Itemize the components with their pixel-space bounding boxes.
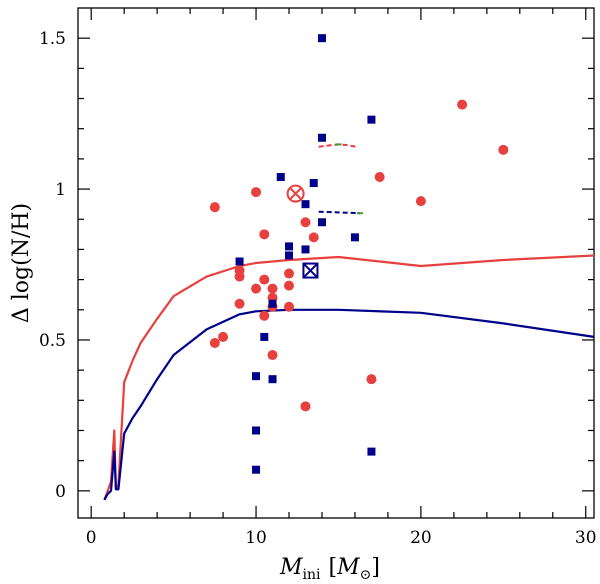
blue-square-point: [317, 133, 326, 142]
blue-square-point: [268, 299, 277, 308]
y-tick-label: 0: [55, 482, 66, 502]
axis-ticks: [78, 8, 594, 518]
x-axis-label-subscript: ini: [303, 567, 321, 583]
blue-square-point: [252, 465, 261, 474]
blue-square-point: [301, 245, 310, 254]
red-circle-point: [415, 196, 426, 207]
red-circle-point: [209, 202, 220, 213]
red-track-curve: [103, 254, 595, 501]
x-tick-label: 10: [245, 528, 267, 548]
red-circle-point: [259, 229, 270, 240]
red-circle-point: [300, 217, 311, 228]
red-circle-point: [259, 310, 270, 321]
x-axis-label: Mini [M⊙]: [279, 555, 380, 583]
x-axis-label-unit-subscript: ⊙: [360, 567, 372, 583]
red-circle-point: [284, 268, 295, 279]
blue-square-point: [317, 218, 326, 227]
x-tick-label: 30: [575, 528, 597, 548]
blue-square-point: [235, 257, 244, 266]
red-circle-point: [308, 232, 319, 243]
y-axis-label-prefix: Δ log: [9, 266, 34, 323]
x-axis-label-symbol: M: [279, 555, 303, 580]
blue-square-point: [317, 34, 326, 43]
red-circle-point: [234, 271, 245, 282]
red-circle-point: [267, 350, 278, 361]
y-tick-label: 1.5: [39, 29, 66, 49]
x-tick-label: 0: [86, 528, 97, 548]
blue-square-point: [252, 426, 261, 435]
blue-square-point: [301, 200, 310, 209]
red-circle-point: [300, 401, 311, 412]
blue-square-point: [309, 179, 318, 188]
blue-square-point: [260, 332, 269, 341]
red-circle-point: [457, 99, 468, 110]
y-tick-label: 1: [55, 180, 66, 200]
blue-square-point: [350, 233, 359, 242]
red-circle-point: [284, 280, 295, 291]
blue-square-point: [367, 447, 376, 456]
red-circle-point: [251, 283, 262, 294]
x-tick-label: 20: [410, 528, 432, 548]
blue-dashed-segment: [318, 210, 360, 215]
blue-square-point: [285, 242, 294, 251]
blue-square-point: [268, 375, 277, 384]
blue-square-point: [276, 172, 285, 181]
series-points: [209, 34, 509, 474]
series-lines: [103, 143, 595, 501]
red-circle-point: [267, 283, 278, 294]
red-circle-point: [209, 337, 220, 348]
y-tick-label: 0.5: [39, 331, 66, 351]
red-circle-point: [234, 298, 245, 309]
plot-frame: [77, 7, 595, 519]
y-axis-label-text: (N/H): [9, 203, 34, 266]
red-circle-point: [284, 301, 295, 312]
blue-square-point: [285, 251, 294, 260]
x-axis-label-unit-symbol: M: [336, 555, 360, 580]
y-axis-label: Δ log(N/H): [9, 203, 34, 323]
axis-tick-labels: 0 10 20 30 0 0.5 1 1.5: [39, 29, 597, 548]
square-cross-stroke: [302, 262, 319, 279]
circle-cross-stroke: [289, 187, 302, 200]
blue-square-point: [367, 115, 376, 124]
red-circle-point: [498, 144, 509, 155]
red-circle-point: [251, 187, 262, 198]
red-circle-point: [374, 171, 385, 182]
blue-track-curve: [103, 308, 595, 501]
blue-square-point: [252, 372, 261, 381]
red-circle-point: [366, 374, 377, 385]
red-circle-point: [259, 274, 270, 285]
red-circle-point: [218, 331, 229, 342]
